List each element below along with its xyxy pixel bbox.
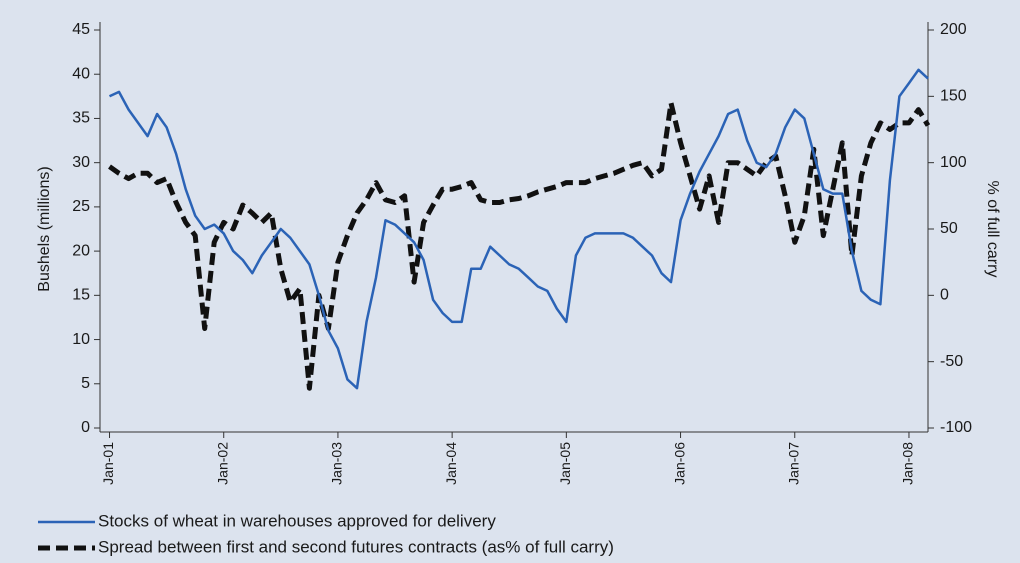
legend-label: Stocks of wheat in warehouses approved f…	[98, 511, 496, 530]
y2-tick-label: 0	[940, 287, 949, 304]
y-tick-label: 45	[72, 21, 90, 38]
y2-tick-label: 50	[940, 220, 958, 237]
x-tick-label: Jan-06	[671, 442, 687, 485]
y-tick-label: 35	[72, 110, 90, 127]
y-tick-label: 40	[72, 65, 90, 82]
y2-tick-label: -100	[940, 419, 972, 436]
y-tick-label: 5	[81, 375, 90, 392]
spread-line	[108, 100, 931, 391]
y-tick-label: 25	[72, 198, 90, 215]
x-tick-label: Jan-05	[557, 442, 573, 485]
y-tick-label: 10	[72, 331, 90, 348]
x-tick-label: Jan-01	[100, 442, 116, 485]
y-tick-label: 0	[81, 419, 90, 436]
y-tick-label: 30	[72, 154, 90, 171]
y2-tick-label: 150	[940, 88, 967, 105]
x-tick-label: Jan-03	[329, 442, 345, 485]
y2-axis-title: % of full carry	[984, 181, 1001, 278]
legend-label: Spread between first and second futures …	[98, 537, 614, 556]
y2-tick-label: -50	[940, 353, 963, 370]
x-tick-label: Jan-07	[785, 442, 801, 485]
x-tick-label: Jan-08	[900, 442, 916, 485]
y2-tick-label: 200	[940, 21, 967, 38]
x-tick-label: Jan-04	[443, 442, 459, 485]
y-axis-title: Bushels (millions)	[36, 166, 53, 291]
y2-tick-label: 100	[940, 154, 967, 171]
stocks-line	[108, 68, 929, 390]
x-tick-label: Jan-02	[214, 442, 230, 485]
y-tick-label: 15	[72, 287, 90, 304]
y-tick-label: 20	[72, 242, 90, 259]
